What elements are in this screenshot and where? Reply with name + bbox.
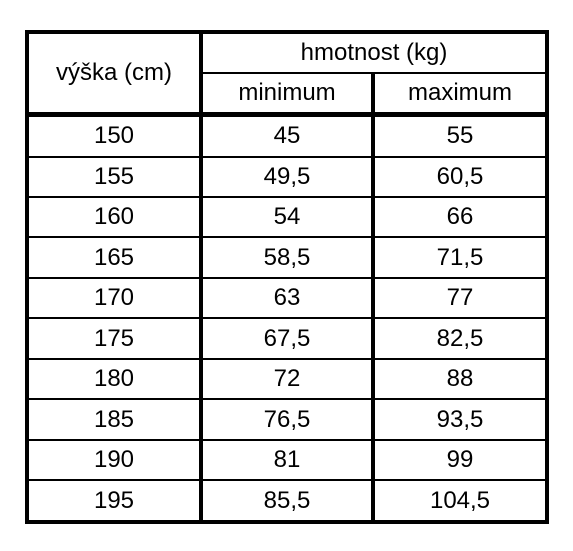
weight-table-frame: výška (cm) hmotnost (kg) minimum maximum… — [25, 30, 549, 524]
cell-minimum: 45 — [200, 113, 375, 158]
cell-maximum: 88 — [372, 357, 545, 401]
cell-maximum: 71,5 — [372, 236, 545, 279]
cell-height: 155 — [29, 155, 203, 199]
cell-maximum: 66 — [372, 195, 545, 239]
table-row: 165 58,5 71,5 — [29, 236, 545, 279]
cell-maximum: 93,5 — [372, 398, 545, 441]
cell-minimum: 54 — [200, 195, 375, 239]
header-weight: hmotnost (kg) — [200, 34, 545, 74]
cell-height: 170 — [29, 276, 203, 320]
cell-maximum: 60,5 — [372, 155, 545, 199]
cell-minimum: 49,5 — [200, 155, 375, 199]
table-header: výška (cm) hmotnost (kg) minimum maximum — [29, 34, 545, 117]
header-height: výška (cm) — [29, 34, 203, 117]
table-row: 155 49,5 60,5 — [29, 155, 545, 199]
table-row: 185 76,5 93,5 — [29, 398, 545, 441]
cell-minimum: 85,5 — [200, 479, 375, 520]
cell-height: 160 — [29, 195, 203, 239]
cell-height: 180 — [29, 357, 203, 401]
header-maximum: maximum — [372, 72, 545, 117]
cell-height: 190 — [29, 438, 203, 482]
header-minimum: minimum — [201, 72, 375, 117]
cell-minimum: 76,5 — [200, 398, 375, 441]
table-row: 190 81 99 — [29, 438, 545, 482]
table-body: 150 45 55 155 49,5 60,5 160 54 66 165 58… — [29, 113, 545, 520]
cell-maximum: 99 — [372, 438, 545, 482]
cell-height: 165 — [29, 236, 203, 279]
cell-maximum: 104,5 — [372, 479, 545, 520]
table-row: 195 85,5 104,5 — [29, 479, 545, 520]
table-row: 160 54 66 — [29, 195, 545, 239]
cell-maximum: 55 — [372, 113, 545, 158]
cell-maximum: 77 — [372, 276, 545, 320]
cell-minimum: 63 — [200, 276, 375, 320]
table-row: 150 45 55 — [29, 113, 545, 158]
cell-height: 150 — [29, 113, 203, 158]
cell-height: 195 — [29, 479, 203, 520]
table-row: 175 67,5 82,5 — [29, 317, 545, 360]
cell-minimum: 58,5 — [200, 236, 375, 279]
cell-minimum: 67,5 — [200, 317, 375, 360]
cell-height: 185 — [29, 398, 203, 441]
cell-minimum: 72 — [200, 357, 375, 401]
cell-minimum: 81 — [200, 438, 375, 482]
table-row: 180 72 88 — [29, 357, 545, 401]
height-weight-table: výška (cm) hmotnost (kg) minimum maximum… — [29, 34, 545, 520]
cell-height: 175 — [29, 317, 203, 360]
cell-maximum: 82,5 — [372, 317, 545, 360]
table-row: 170 63 77 — [29, 276, 545, 320]
